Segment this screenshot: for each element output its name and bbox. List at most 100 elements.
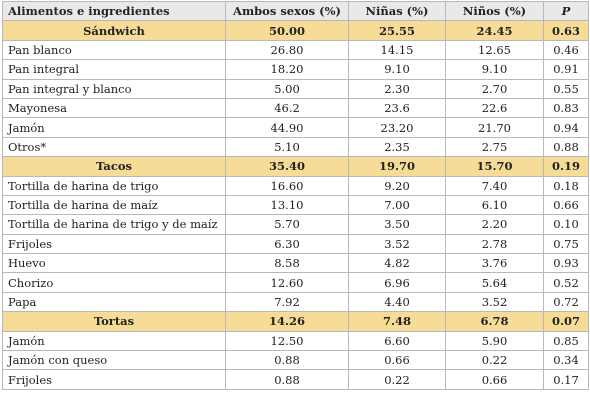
cell-both: 0.88 bbox=[225, 369, 349, 390]
header-girls: Niñas (%) bbox=[348, 0, 446, 22]
cell-boys: 2.78 bbox=[445, 233, 544, 255]
cell-girls: 3.52 bbox=[348, 233, 446, 255]
cell-boys: 0.66 bbox=[445, 369, 544, 390]
cell-boys: 12.65 bbox=[445, 39, 544, 61]
cell-p: 0.93 bbox=[543, 253, 589, 274]
cell-girls: 6.60 bbox=[348, 330, 446, 352]
cell-both: 5.10 bbox=[225, 136, 349, 158]
cell-both: 26.80 bbox=[225, 39, 349, 61]
cell-girls: 9.10 bbox=[348, 59, 446, 80]
table-row: Papa 7.92 4.40 3.52 0.72 bbox=[2, 291, 589, 313]
cell-boys: 6.10 bbox=[445, 194, 544, 216]
cell-both: 44.90 bbox=[225, 117, 349, 138]
cell-girls: 23.20 bbox=[348, 117, 446, 138]
row-label: Jamón bbox=[2, 330, 226, 352]
cell-boys: 3.52 bbox=[445, 291, 544, 313]
row-label: Tortilla de harina de trigo y de maíz bbox=[2, 214, 226, 235]
cell-p: 0.88 bbox=[543, 136, 589, 158]
table-row: Pan integral y blanco 5.00 2.30 2.70 0.5… bbox=[2, 78, 589, 99]
cell-p: 0.94 bbox=[543, 117, 589, 138]
cell-both: 16.60 bbox=[225, 175, 349, 196]
cell-p: 0.19 bbox=[543, 156, 589, 177]
cell-both: 18.20 bbox=[225, 59, 349, 80]
cell-both: 12.50 bbox=[225, 330, 349, 352]
header-boys: Niños (%) bbox=[445, 0, 544, 22]
cell-girls: 2.35 bbox=[348, 136, 446, 158]
table-row: Jamón 44.90 23.20 21.70 0.94 bbox=[2, 117, 589, 138]
cell-p: 0.18 bbox=[543, 175, 589, 196]
table-row: Jamón 12.50 6.60 5.90 0.85 bbox=[2, 330, 589, 352]
table-row: Tortilla de harina de maíz 13.10 7.00 6.… bbox=[2, 194, 589, 216]
cell-both: 35.40 bbox=[225, 156, 349, 177]
table-row: Tortilla de harina de trigo 16.60 9.20 7… bbox=[2, 175, 589, 196]
row-label: Jamón bbox=[2, 117, 226, 138]
cell-girls: 19.70 bbox=[348, 156, 446, 177]
table-row: Jamón con queso 0.88 0.66 0.22 0.34 bbox=[2, 350, 589, 371]
cell-girls: 3.50 bbox=[348, 214, 446, 235]
table-row: Pan blanco 26.80 14.15 12.65 0.46 bbox=[2, 39, 589, 61]
cell-both: 50.00 bbox=[225, 20, 349, 41]
row-label: Frijoles bbox=[2, 369, 226, 390]
row-label: Papa bbox=[2, 291, 226, 313]
food-ingredients-table: Alimentos e ingredientes Ambos sexos (%)… bbox=[2, 0, 589, 390]
row-label: Mayonesa bbox=[2, 97, 226, 119]
cell-both: 8.58 bbox=[225, 253, 349, 274]
cell-girls: 0.22 bbox=[348, 369, 446, 390]
cell-girls: 7.48 bbox=[348, 311, 446, 332]
table-row: Chorizo 12.60 6.96 5.64 0.52 bbox=[2, 272, 589, 293]
cell-p: 0.07 bbox=[543, 311, 589, 332]
row-label: Pan integral bbox=[2, 59, 226, 80]
cell-girls: 4.40 bbox=[348, 291, 446, 313]
cell-girls: 9.20 bbox=[348, 175, 446, 196]
cell-p: 0.91 bbox=[543, 59, 589, 80]
cell-boys: 21.70 bbox=[445, 117, 544, 138]
cell-boys: 5.90 bbox=[445, 330, 544, 352]
cell-p: 0.72 bbox=[543, 291, 589, 313]
cell-girls: 14.15 bbox=[348, 39, 446, 61]
cell-both: 7.92 bbox=[225, 291, 349, 313]
cell-both: 46.2 bbox=[225, 97, 349, 119]
table-row: Huevo 8.58 4.82 3.76 0.93 bbox=[2, 253, 589, 274]
cell-boys: 24.45 bbox=[445, 20, 544, 41]
cell-p: 0.66 bbox=[543, 194, 589, 216]
row-label: Frijoles bbox=[2, 233, 226, 255]
cell-boys: 0.22 bbox=[445, 350, 544, 371]
table-row: Mayonesa 46.2 23.6 22.6 0.83 bbox=[2, 97, 589, 119]
header-both-sexes: Ambos sexos (%) bbox=[225, 0, 349, 22]
row-label: Tortilla de harina de trigo bbox=[2, 175, 226, 196]
row-label: Tortilla de harina de maíz bbox=[2, 194, 226, 216]
header-p-value: P bbox=[543, 0, 589, 22]
group-label: Tortas bbox=[2, 311, 226, 332]
cell-p: 0.55 bbox=[543, 78, 589, 99]
cell-p: 0.75 bbox=[543, 233, 589, 255]
cell-girls: 2.30 bbox=[348, 78, 446, 99]
cell-boys: 5.64 bbox=[445, 272, 544, 293]
cell-boys: 3.76 bbox=[445, 253, 544, 274]
cell-both: 13.10 bbox=[225, 194, 349, 216]
header-row: Alimentos e ingredientes Ambos sexos (%)… bbox=[2, 0, 589, 22]
table-row: Pan integral 18.20 9.10 9.10 0.91 bbox=[2, 59, 589, 80]
cell-girls: 23.6 bbox=[348, 97, 446, 119]
row-label: Otros* bbox=[2, 136, 226, 158]
group-row-tacos: Tacos 35.40 19.70 15.70 0.19 bbox=[2, 156, 589, 177]
row-label: Jamón con queso bbox=[2, 350, 226, 371]
cell-girls: 4.82 bbox=[348, 253, 446, 274]
table-row: Tortilla de harina de trigo y de maíz 5.… bbox=[2, 214, 589, 235]
cell-p: 0.85 bbox=[543, 330, 589, 352]
table-row: Frijoles 6.30 3.52 2.78 0.75 bbox=[2, 233, 589, 255]
cell-both: 14.26 bbox=[225, 311, 349, 332]
cell-boys: 22.6 bbox=[445, 97, 544, 119]
table-row: Otros* 5.10 2.35 2.75 0.88 bbox=[2, 136, 589, 158]
header-foods: Alimentos e ingredientes bbox=[2, 0, 226, 22]
cell-p: 0.52 bbox=[543, 272, 589, 293]
row-label: Pan integral y blanco bbox=[2, 78, 226, 99]
group-label: Sándwich bbox=[2, 20, 226, 41]
cell-both: 12.60 bbox=[225, 272, 349, 293]
row-label: Huevo bbox=[2, 253, 226, 274]
row-label: Pan blanco bbox=[2, 39, 226, 61]
group-row-tortas: Tortas 14.26 7.48 6.78 0.07 bbox=[2, 311, 589, 332]
cell-both: 5.70 bbox=[225, 214, 349, 235]
cell-boys: 2.75 bbox=[445, 136, 544, 158]
cell-p: 0.46 bbox=[543, 39, 589, 61]
cell-girls: 7.00 bbox=[348, 194, 446, 216]
